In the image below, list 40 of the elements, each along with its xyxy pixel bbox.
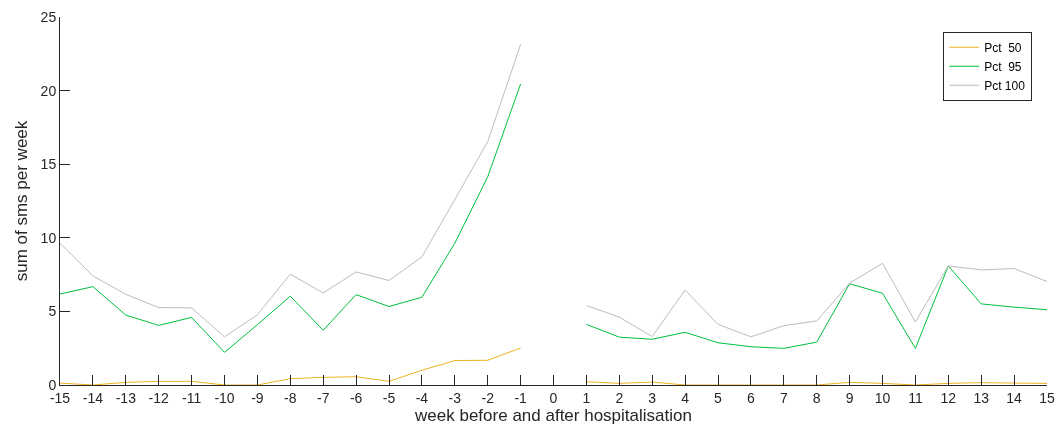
x-tick-label: 4 (681, 389, 690, 406)
x-tick-label: 10 (874, 389, 891, 406)
x-tick-label: 2 (615, 389, 624, 406)
x-tick-label: -14 (82, 389, 104, 406)
x-tick-label: -6 (349, 389, 363, 406)
x-tick-label: 1 (582, 389, 591, 406)
legend-label: Pct 50 (984, 40, 1022, 55)
x-tick-label: 15 (1039, 389, 1055, 406)
x-tick-label: 8 (812, 389, 821, 406)
y-axis-title: sum of sms per week (12, 120, 32, 282)
x-tick-label: -13 (115, 389, 137, 406)
x-tick-label: 5 (714, 389, 723, 406)
x-tick-label: -4 (415, 389, 429, 406)
x-tick-label: 6 (747, 389, 755, 406)
x-tick-label: 9 (845, 389, 854, 406)
y-tick-label: 20 (40, 82, 57, 99)
y-tick-label: 10 (40, 229, 57, 246)
y-tick-label: 5 (48, 303, 57, 320)
x-tick-label: 14 (1006, 389, 1023, 406)
x-tick-label: -12 (148, 389, 170, 406)
x-tick-label: 13 (973, 389, 990, 406)
x-tick-label: -7 (316, 389, 330, 406)
x-tick-label: -11 (182, 389, 202, 406)
x-tick-label: -5 (382, 389, 396, 406)
x-tick-label: 3 (648, 389, 657, 406)
x-tick-label: -8 (284, 389, 297, 406)
x-tick-label: -3 (448, 389, 462, 406)
x-axis-title: week before and after hospitalisation (414, 406, 692, 426)
x-tick-label: -9 (251, 389, 264, 406)
x-tick-label: 12 (940, 389, 957, 406)
x-tick-label: 11 (908, 389, 923, 406)
x-tick-label: -2 (481, 389, 495, 406)
legend-label: Pct 95 (984, 59, 1022, 74)
x-tick-label: 7 (779, 389, 788, 406)
y-tick-label: 15 (40, 156, 57, 173)
y-tick-label: 25 (40, 8, 57, 25)
legend-label: Pct 100 (984, 78, 1026, 93)
x-tick-label: -10 (214, 389, 235, 406)
x-tick-label: -1 (514, 389, 528, 406)
x-tick-label: 0 (549, 389, 558, 406)
